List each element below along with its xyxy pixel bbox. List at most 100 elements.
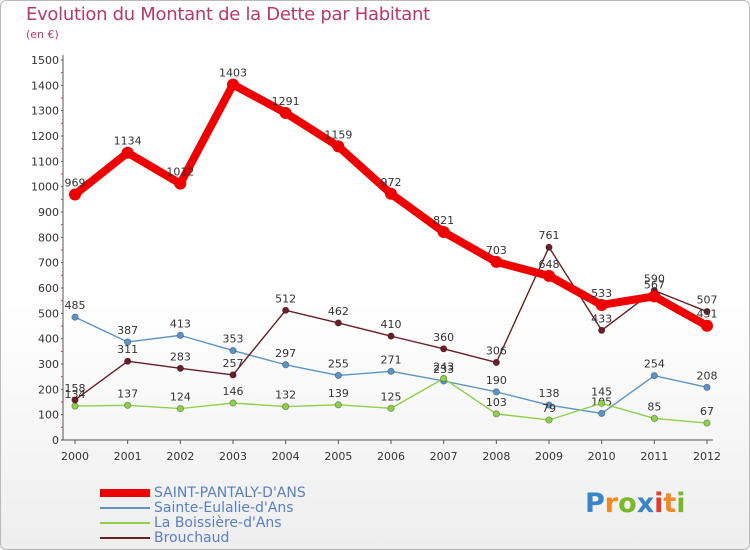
- data-point: [545, 401, 553, 409]
- data-label: 138: [539, 387, 560, 400]
- data-point: [598, 409, 606, 417]
- data-label: 254: [644, 358, 665, 371]
- data-label: 590: [644, 273, 665, 286]
- legend-label: SAINT-PANTALY-D'ANS: [154, 485, 306, 501]
- legend-label: La Boissière-d'Ans: [154, 515, 282, 531]
- series-line: [71, 80, 711, 330]
- x-tick-label: 2010: [588, 450, 616, 463]
- logo-letter: x: [636, 488, 655, 519]
- proxiti-logo: Proxiti: [585, 488, 686, 519]
- series-0: 969 1134 1012 1403 1291 1159 972 821 703 648 533 56…: [65, 67, 718, 332]
- logo-letter: i: [676, 488, 686, 519]
- x-tick-label: 2011: [640, 450, 668, 463]
- data-label: 648: [539, 258, 560, 271]
- data-point: [437, 226, 450, 239]
- y-tick-label: 800: [38, 231, 59, 244]
- data-label: 306: [486, 344, 507, 357]
- data-label: 103: [486, 396, 507, 409]
- y-tick-label: 0: [52, 434, 59, 447]
- data-point: [440, 345, 448, 353]
- y-tick-label: 100: [38, 409, 59, 422]
- logo-letter: r: [604, 488, 619, 519]
- data-point: [490, 255, 503, 268]
- data-point: [387, 404, 395, 412]
- data-label: 124: [170, 391, 191, 404]
- y-tick-label: 500: [38, 307, 59, 320]
- data-label: 132: [275, 389, 296, 402]
- data-label: 353: [223, 333, 244, 346]
- data-point: [121, 146, 134, 159]
- data-point: [229, 371, 237, 379]
- data-label: 387: [117, 324, 138, 337]
- data-point: [124, 338, 132, 346]
- data-label: 158: [65, 382, 86, 395]
- data-point: [385, 187, 397, 200]
- data-point: [176, 404, 184, 413]
- data-label: 507: [697, 294, 718, 307]
- data-point: [492, 388, 500, 396]
- data-label: 1403: [219, 67, 247, 80]
- x-tick-label: 2003: [219, 450, 247, 463]
- data-point: [71, 396, 79, 404]
- data-point: [543, 269, 555, 282]
- data-point: [440, 374, 448, 383]
- y-tick-label: 1200: [31, 130, 59, 143]
- data-label: 462: [328, 305, 349, 318]
- data-point: [334, 371, 342, 379]
- legend-item: Sainte-Eulalie-d'Ans: [100, 500, 400, 516]
- data-point: [545, 243, 553, 251]
- data-point: [71, 402, 79, 410]
- y-tick-label: 400: [38, 333, 59, 346]
- data-label: 433: [591, 312, 612, 325]
- data-point: [124, 401, 132, 409]
- x-tick-label: 2001: [114, 450, 142, 463]
- data-point: [332, 140, 345, 153]
- x-tick-label: 2004: [272, 450, 300, 463]
- data-point: [176, 331, 184, 339]
- data-label: 146: [223, 385, 244, 398]
- y-tick-label: 300: [38, 358, 59, 371]
- data-label: 451: [697, 308, 718, 321]
- data-label: 1291: [272, 95, 300, 108]
- data-label: 271: [381, 353, 402, 366]
- data-label: 485: [65, 299, 86, 312]
- data-label: 190: [486, 374, 507, 387]
- data-point: [595, 298, 608, 311]
- data-label: 145: [591, 385, 612, 398]
- series-2: 134 137 124 146 132 139 125 243 103 79 145 85 67: [65, 360, 714, 427]
- data-label: 257: [223, 357, 244, 370]
- data-point: [279, 106, 292, 119]
- data-label: 1012: [166, 166, 194, 179]
- data-point: [282, 306, 290, 314]
- y-tick-label: 900: [38, 206, 59, 219]
- data-label: 311: [117, 343, 138, 356]
- data-label: 139: [328, 387, 349, 400]
- data-point: [174, 177, 187, 190]
- data-point: [492, 410, 500, 418]
- data-label: 533: [591, 287, 612, 300]
- legend-swatch: [100, 522, 150, 524]
- data-label: 703: [486, 244, 507, 257]
- x-tick-label: 2009: [535, 450, 563, 463]
- y-tick-label: 700: [38, 257, 59, 270]
- data-label: 233: [433, 363, 454, 376]
- data-point: [598, 326, 606, 334]
- legend-item: SAINT-PANTALY-D'ANS: [100, 485, 400, 501]
- data-label: 821: [433, 214, 454, 227]
- y-tick-label: 200: [38, 383, 59, 396]
- data-label: 85: [647, 400, 661, 413]
- data-label: 137: [117, 387, 138, 400]
- legend-swatch: [100, 507, 150, 509]
- data-point: [69, 188, 81, 201]
- data-label: 297: [275, 347, 296, 360]
- y-tick-label: 1400: [31, 79, 59, 92]
- logo-letter: t: [663, 488, 677, 519]
- logo-letter: o: [618, 488, 637, 519]
- legend-swatch: [100, 537, 150, 539]
- data-point: [176, 364, 184, 372]
- data-label: 208: [697, 369, 718, 382]
- legend-item: Brouchaud: [100, 530, 400, 546]
- data-label: 1134: [114, 135, 142, 148]
- y-tick-label: 1100: [31, 155, 59, 168]
